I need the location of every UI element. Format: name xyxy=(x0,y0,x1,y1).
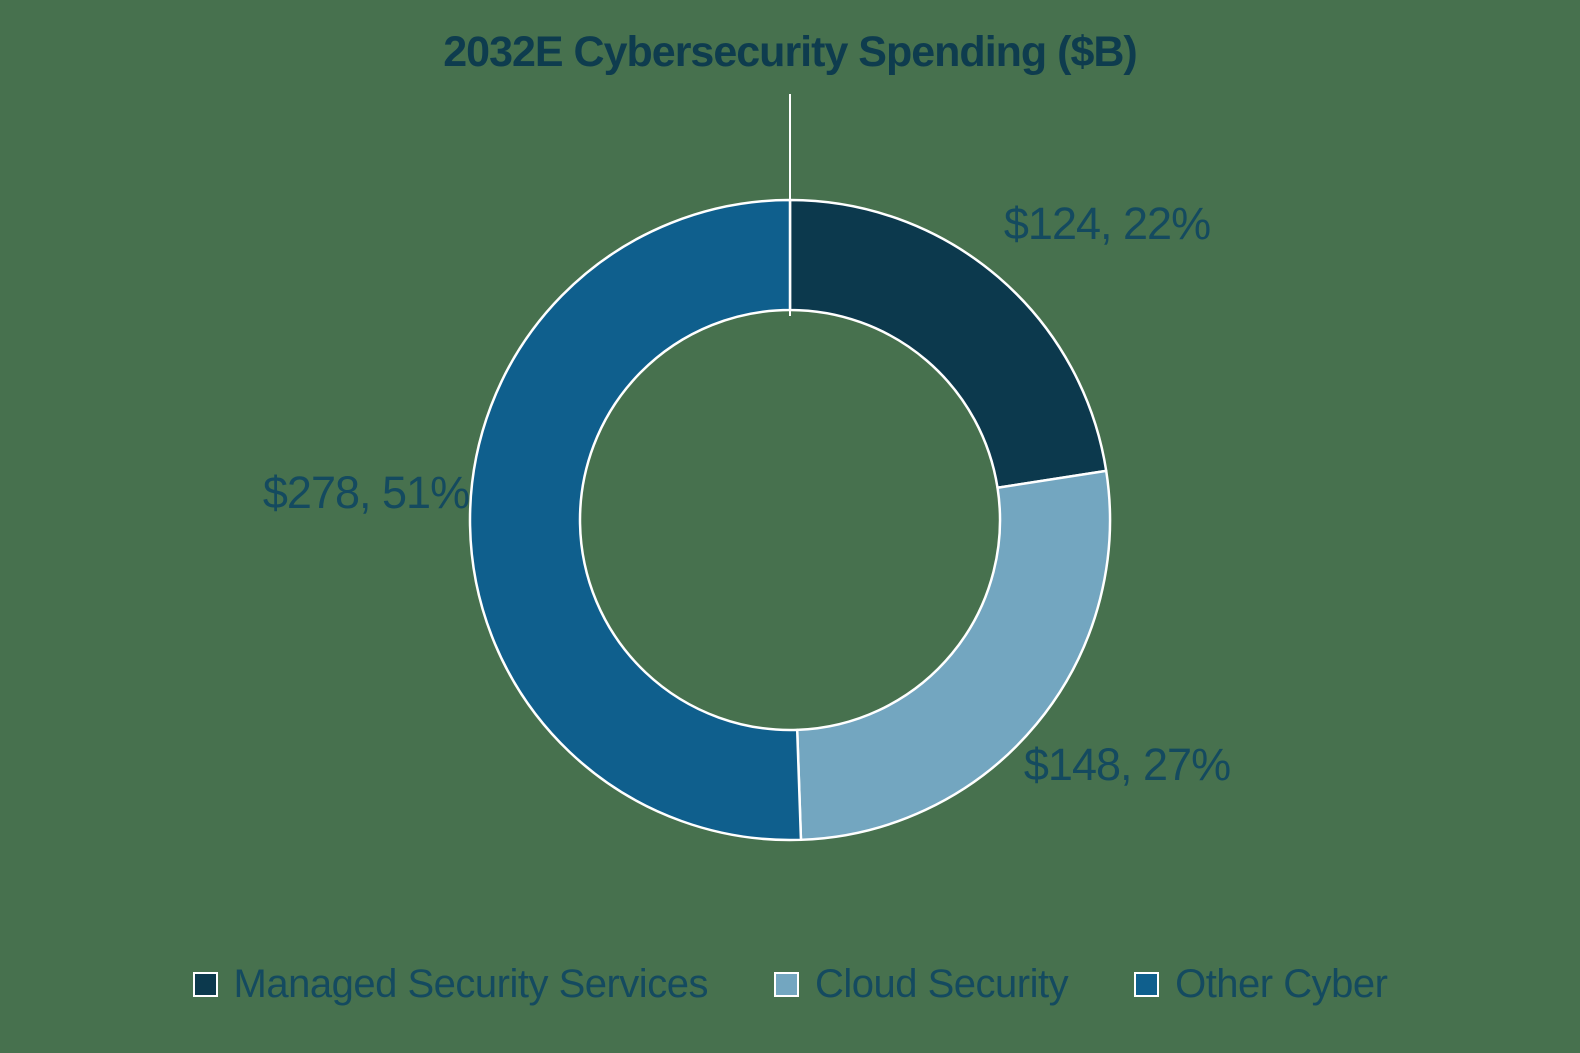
data-label-cloud-security: $148, 27% xyxy=(1023,739,1231,790)
legend-item-cloud-security: Cloud Security xyxy=(773,961,1069,1007)
legend-swatch-icon xyxy=(773,971,799,997)
legend-label: Managed Security Services xyxy=(233,961,709,1006)
legend-swatch-icon xyxy=(1134,971,1160,997)
legend-label: Other Cyber xyxy=(1175,961,1388,1006)
legend: Managed Security Services Cloud Security… xyxy=(0,956,1580,1012)
legend-swatch-icon xyxy=(192,971,218,997)
data-label-managed-security-services: $124, 22% xyxy=(1003,198,1211,249)
donut-segment-cloud-security xyxy=(795,469,1112,842)
legend-item-other-cyber: Other Cyber xyxy=(1134,961,1388,1007)
legend-label: Cloud Security xyxy=(814,961,1069,1006)
legend-item-managed-security-services: Managed Security Services xyxy=(192,961,709,1007)
data-label-other-cyber: $278, 51% xyxy=(262,467,470,518)
donut-segment-managed-security-services xyxy=(788,198,1108,489)
donut-segment-other-cyber xyxy=(468,198,803,842)
donut-segments xyxy=(468,198,1112,842)
chart-title: 2032E Cybersecurity Spending ($B) xyxy=(443,28,1137,76)
